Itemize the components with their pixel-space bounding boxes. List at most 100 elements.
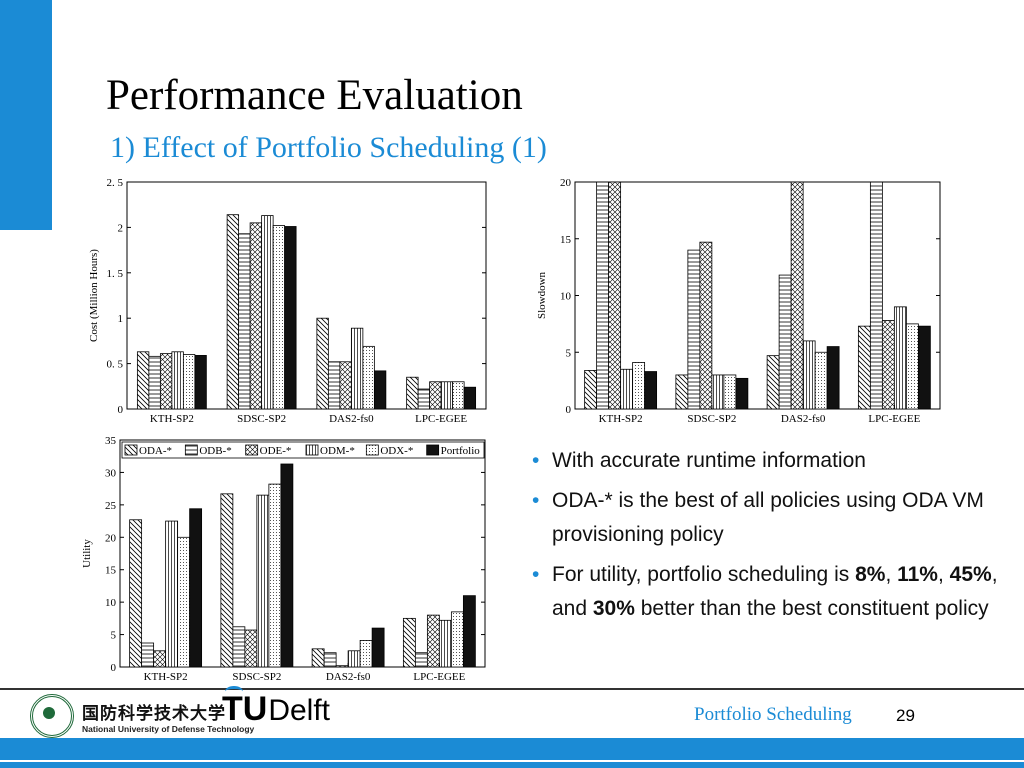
- bar: [256, 494, 270, 668]
- bar: [165, 520, 179, 668]
- bar: [153, 650, 167, 668]
- bullet-item: With accurate runtime information: [532, 444, 1012, 478]
- tud-mark: TU: [222, 686, 268, 728]
- legend-label: ODA-*: [139, 445, 172, 457]
- utility-chart: 0 5 10 15 20 25 30 35 Utility KTH-SP2 SDSC-SP2 DAS2…: [81, 435, 486, 683]
- tudelft-logo: TU Delft: [222, 686, 330, 728]
- legend-label: ODE-*: [260, 445, 292, 457]
- y-tick-label: 2: [118, 222, 124, 234]
- bullet-text-segment: 8%: [855, 563, 886, 586]
- legend-label: ODX-*: [380, 445, 413, 457]
- page-number: 29: [896, 706, 915, 725]
- y-axis-label: Slowdown: [536, 271, 548, 319]
- bullet-text-segment: ,: [885, 563, 898, 586]
- y-tick-label: 5: [111, 630, 117, 642]
- bar: [417, 388, 431, 410]
- bar: [429, 381, 442, 410]
- bullet-text-segment: ,: [937, 563, 950, 586]
- bar: [238, 233, 251, 410]
- y-tick-label: 0. 5: [107, 359, 124, 371]
- bar: [284, 226, 297, 410]
- legend-label: Portfolio: [441, 445, 481, 457]
- y-tick-label: 5: [566, 347, 572, 359]
- bar: [159, 353, 173, 410]
- bar: [450, 611, 464, 668]
- bar: [426, 614, 440, 668]
- bar: [189, 508, 203, 668]
- y-tick-label: 0: [566, 404, 572, 416]
- x-tick-label: KTH-SP2: [144, 671, 188, 683]
- cost-chart: 0 0. 5 1 1. 5 2 2. 5 Cost (Million Hours) KTH-S…: [88, 177, 487, 425]
- bullet-item: ODA-* is the best of all policies using …: [532, 484, 1012, 552]
- bar: [327, 361, 341, 410]
- nudt-logo: 国防科学技术大学 National University of Defense …: [30, 694, 254, 738]
- y-tick-label: 10: [105, 597, 117, 609]
- bar: [596, 181, 610, 410]
- bar: [226, 214, 240, 410]
- bar: [373, 370, 387, 410]
- bar: [311, 648, 325, 668]
- bar: [881, 320, 895, 410]
- bar: [182, 354, 196, 410]
- bullet-text-segment: 30%: [592, 597, 635, 620]
- y-tick-label: 1. 5: [107, 268, 124, 280]
- slide-subtitle: 1) Effect of Portfolio Scheduling (1): [110, 131, 547, 164]
- nudt-seal-icon: [30, 694, 74, 738]
- bar: [462, 595, 476, 668]
- bullet-text-segment: 45%: [949, 563, 992, 586]
- bar: [735, 377, 749, 410]
- y-tick-label: 25: [105, 500, 117, 512]
- bar: [371, 627, 385, 668]
- x-tick-label: SDSC-SP2: [687, 413, 736, 425]
- legend-label: ODM-*: [320, 445, 355, 457]
- bullet-text-segment: ODA-* is the best of all policies using …: [552, 489, 984, 546]
- bar: [632, 362, 646, 410]
- bar: [905, 323, 919, 410]
- bar: [335, 665, 349, 668]
- bar: [362, 345, 375, 410]
- bar: [917, 325, 931, 410]
- y-tick-label: 20: [560, 177, 572, 189]
- y-tick-label: 1: [118, 313, 124, 325]
- x-tick-label: LPC-EGEE: [415, 413, 467, 425]
- slide-title: Performance Evaluation: [106, 72, 523, 119]
- x-tick-label: DAS2-fs0: [329, 413, 374, 425]
- bar: [280, 463, 294, 668]
- bar: [194, 355, 207, 410]
- bar: [141, 642, 155, 668]
- bar: [268, 483, 282, 668]
- bar: [463, 386, 477, 410]
- legend-swatch: [365, 444, 379, 456]
- y-tick-label: 10: [560, 291, 572, 303]
- x-tick-label: DAS2-fs0: [326, 671, 371, 683]
- bar: [316, 317, 329, 410]
- bar: [723, 374, 737, 410]
- y-tick-label: 15: [105, 565, 117, 577]
- bar: [644, 371, 658, 410]
- bar: [136, 351, 150, 410]
- bullet-list: With accurate runtime information ODA-* …: [532, 444, 1012, 632]
- y-tick-label: 30: [105, 467, 117, 479]
- legend-box: [121, 441, 485, 459]
- legend-label: ODB-*: [199, 445, 231, 457]
- x-tick-label: LPC-EGEE: [413, 671, 465, 683]
- legend-swatch: [184, 444, 198, 456]
- bar: [620, 368, 634, 410]
- bar: [414, 652, 428, 668]
- y-tick-label: 15: [560, 234, 572, 246]
- bar: [608, 181, 622, 410]
- bar: [790, 181, 804, 410]
- bar: [826, 346, 840, 410]
- bar: [148, 355, 161, 410]
- y-axis-label: Cost (Million Hours): [88, 249, 100, 342]
- bar: [129, 519, 143, 668]
- bar: [687, 249, 701, 410]
- bar: [869, 181, 883, 410]
- legend-swatch: [305, 444, 319, 456]
- bar: [814, 351, 828, 410]
- bullet-text-segment: better than the best constituent policy: [634, 597, 989, 620]
- bar: [711, 374, 725, 410]
- nudt-chinese-name: 国防科学技术大学: [82, 703, 226, 724]
- x-tick-label: DAS2-fs0: [781, 413, 826, 425]
- legend-swatch: [426, 444, 440, 456]
